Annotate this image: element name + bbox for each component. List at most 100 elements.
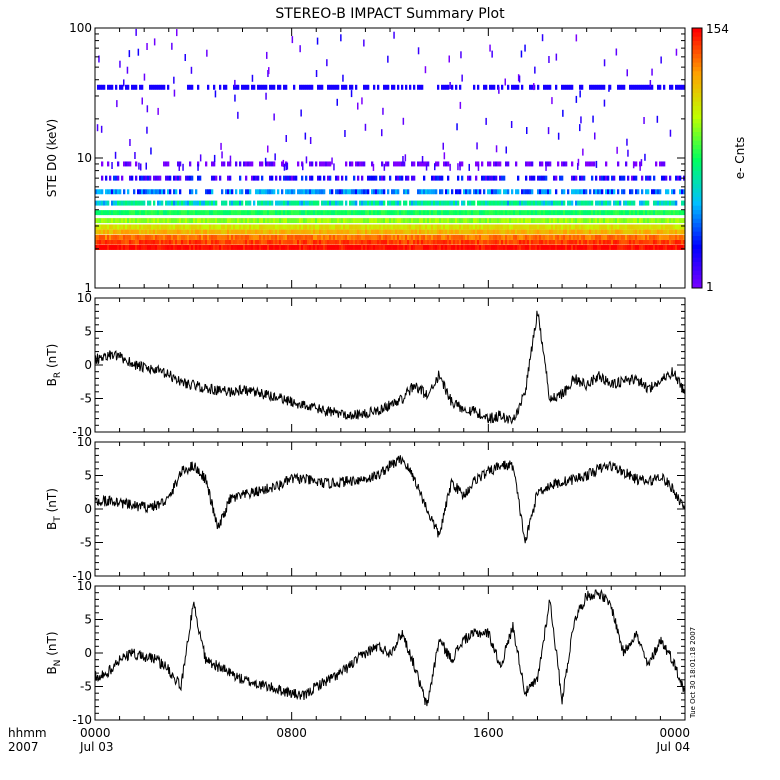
heatmap-cell — [443, 152, 446, 160]
heatmap-cell — [659, 210, 662, 216]
axis-corner-year: 2007 — [8, 740, 39, 754]
heatmap-cell — [153, 229, 156, 235]
heatmap-cell — [203, 200, 206, 206]
heatmap-cell — [199, 210, 202, 216]
heatmap-cell — [503, 234, 506, 240]
heatmap-cell — [413, 161, 416, 167]
heatmap-cell — [309, 239, 312, 245]
heatmap-cell — [279, 239, 282, 245]
heatmap-cell — [377, 200, 380, 206]
heatmap-cell — [95, 218, 98, 224]
heatmap-cell — [585, 234, 588, 240]
heatmap-cell — [151, 189, 154, 195]
heatmap-cell — [155, 244, 158, 250]
heatmap-cell — [647, 234, 650, 240]
heatmap-cell — [277, 84, 280, 90]
heatmap-cell — [455, 229, 458, 235]
heatmap-cell — [133, 224, 136, 230]
heatmap-cell — [363, 244, 366, 250]
heatmap-cell — [641, 189, 644, 195]
heatmap-cell — [503, 210, 506, 216]
heatmap-cell — [617, 200, 620, 206]
heatmap-cell — [459, 163, 461, 171]
heatmap-cell — [365, 234, 368, 240]
y-axis-label-sub: R — [53, 372, 63, 378]
heatmap-cell — [611, 234, 614, 240]
heatmap-cell — [273, 234, 276, 240]
heatmap-cell — [285, 239, 288, 245]
heatmap-cell — [389, 200, 392, 206]
heatmap-cell — [167, 239, 170, 245]
heatmap-cell — [347, 210, 350, 216]
heatmap-cell — [455, 200, 458, 206]
colorbar-segment — [692, 41, 702, 46]
heatmap-cell — [489, 229, 492, 235]
heatmap-cell — [257, 229, 260, 235]
heatmap-cell — [265, 84, 268, 90]
heatmap-cell — [319, 224, 322, 230]
heatmap-cell — [557, 229, 560, 235]
heatmap-cell — [539, 239, 542, 245]
heatmap-cell — [481, 234, 484, 240]
heatmap-cell — [283, 239, 286, 245]
heatmap-cell — [191, 200, 194, 206]
heatmap-cell — [125, 244, 128, 250]
heatmap-cell — [421, 229, 424, 235]
heatmap-cell — [507, 229, 510, 235]
heatmap-cell — [395, 224, 398, 230]
heatmap-cell — [283, 210, 286, 216]
heatmap-cell — [375, 189, 378, 195]
colorbar-segment — [692, 97, 702, 103]
heatmap-cell — [649, 175, 652, 181]
heatmap-cell — [631, 239, 634, 245]
heatmap-cell — [601, 224, 604, 230]
heatmap-cell — [361, 218, 364, 224]
heatmap-cell — [97, 229, 100, 235]
heatmap-cell — [649, 84, 652, 90]
heatmap-cell — [125, 239, 128, 245]
heatmap-cell — [675, 48, 678, 56]
heatmap-cell — [589, 234, 592, 240]
heatmap-cell — [253, 234, 256, 240]
heatmap-cell — [175, 229, 178, 235]
heatmap-cell — [293, 229, 296, 235]
heatmap-cell — [633, 84, 636, 90]
heatmap-cell — [257, 234, 260, 240]
heatmap-cell — [485, 210, 488, 216]
heatmap-cell — [441, 218, 444, 224]
heatmap-cell — [395, 189, 398, 195]
heatmap-cell — [645, 229, 648, 235]
heatmap-cell — [203, 218, 206, 224]
heatmap-cell — [463, 229, 466, 235]
heatmap-cell — [207, 218, 210, 224]
heatmap-cell — [345, 234, 348, 240]
heatmap-cell — [415, 244, 418, 250]
heatmap-cell — [387, 224, 390, 230]
heatmap-cell — [323, 234, 326, 240]
heatmap-cell — [179, 229, 182, 235]
heatmap-cell — [353, 189, 356, 195]
heatmap-cell — [173, 76, 175, 84]
heatmap-cell — [665, 189, 668, 195]
heatmap-cell — [245, 210, 248, 216]
heatmap-cell — [683, 210, 686, 216]
heatmap-cell — [573, 218, 576, 224]
heatmap-cell — [641, 239, 644, 245]
heatmap-cell — [373, 84, 376, 90]
heatmap-cell — [233, 244, 236, 250]
heatmap-cell — [383, 210, 386, 216]
heatmap-cell — [389, 234, 392, 240]
heatmap-cell — [225, 234, 228, 240]
heatmap-cell — [531, 229, 534, 235]
heatmap-cell — [619, 224, 622, 230]
heatmap-cell — [165, 200, 168, 206]
heatmap-cell — [109, 218, 112, 224]
heatmap-cell — [479, 224, 482, 230]
heatmap-cell — [209, 244, 212, 250]
heatmap-cell — [477, 244, 480, 250]
heatmap-cell — [571, 239, 574, 245]
heatmap-cell — [291, 200, 294, 206]
heatmap-cell — [603, 224, 606, 230]
heatmap-cell — [263, 229, 266, 235]
heatmap-cell — [115, 229, 118, 235]
